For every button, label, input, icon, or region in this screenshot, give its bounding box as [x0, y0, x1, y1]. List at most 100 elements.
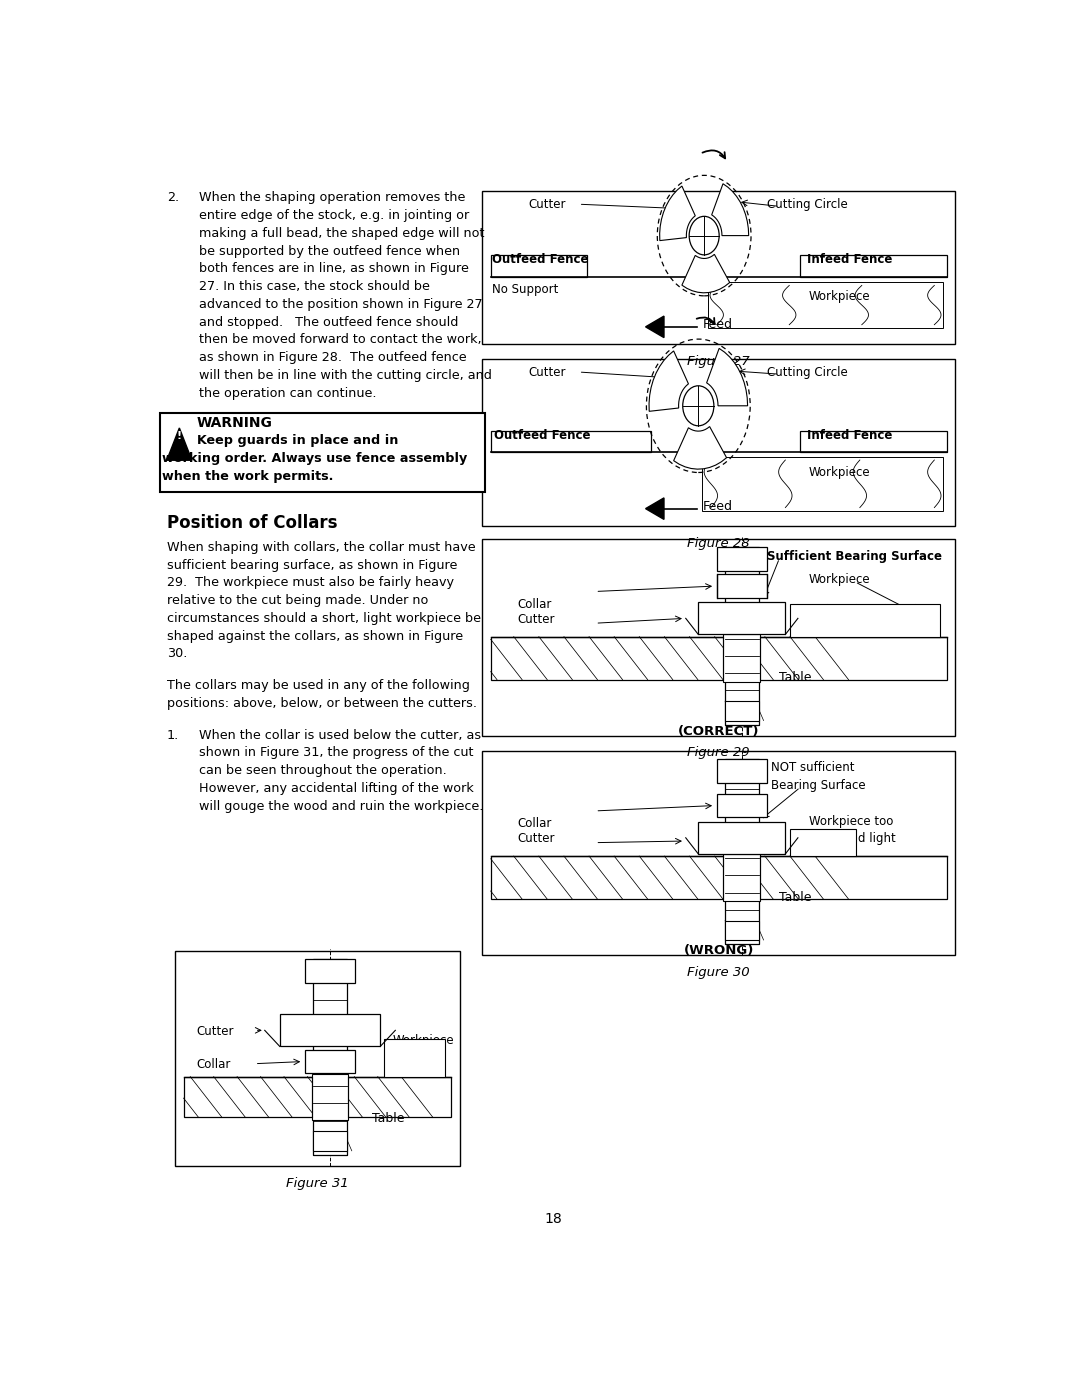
- Text: Table: Table: [780, 890, 812, 904]
- Text: 29.  The workpiece must also be fairly heavy: 29. The workpiece must also be fairly he…: [166, 577, 454, 590]
- Text: Feed: Feed: [702, 319, 732, 331]
- Bar: [312, 1074, 349, 1119]
- Text: Outfeed Fence: Outfeed Fence: [494, 429, 591, 441]
- Text: Cutting Circle: Cutting Circle: [767, 198, 848, 211]
- Text: 2.: 2.: [166, 191, 179, 204]
- Text: positions: above, below, or between the cutters.: positions: above, below, or between the …: [166, 697, 476, 710]
- Bar: [160, 414, 485, 493]
- Text: will then be in line with the cutting circle, and: will then be in line with the cutting ci…: [199, 369, 491, 381]
- Text: When the shaping operation removes the: When the shaping operation removes the: [199, 191, 465, 204]
- Text: will gouge the wood and ruin the workpiece.: will gouge the wood and ruin the workpie…: [199, 799, 483, 813]
- Bar: [724, 854, 760, 901]
- Bar: [725, 548, 758, 725]
- Bar: [313, 1132, 347, 1151]
- Text: 1.: 1.: [166, 729, 179, 742]
- Bar: [483, 191, 956, 344]
- Text: Cutter: Cutter: [517, 613, 555, 626]
- Text: shaped against the collars, as shown in Figure: shaped against the collars, as shown in …: [166, 630, 463, 643]
- Text: WARNING: WARNING: [197, 416, 273, 430]
- Text: Workpiece too: Workpiece too: [809, 816, 893, 828]
- Text: both fences are in line, as shown in Figure: both fences are in line, as shown in Fig…: [199, 263, 469, 275]
- Bar: [483, 539, 956, 736]
- Text: (CORRECT): (CORRECT): [678, 725, 759, 738]
- Text: relative to the cut being made. Under no: relative to the cut being made. Under no: [166, 594, 428, 608]
- Text: Figure 27: Figure 27: [688, 355, 751, 367]
- Bar: [717, 574, 767, 598]
- Text: Infeed Fence: Infeed Fence: [807, 429, 892, 441]
- Text: 30.: 30.: [166, 647, 187, 661]
- Text: Workpiece: Workpiece: [809, 573, 870, 587]
- Text: Infeed Fence: Infeed Fence: [807, 253, 892, 267]
- Bar: [175, 951, 460, 1166]
- Bar: [725, 921, 758, 940]
- Bar: [490, 856, 947, 900]
- Text: Cutter: Cutter: [517, 833, 555, 845]
- Text: advanced to the position shown in Figure 27: advanced to the position shown in Figure…: [199, 298, 483, 310]
- Text: as shown in Figure 28.  The outfeed fence: as shown in Figure 28. The outfeed fence: [199, 351, 467, 365]
- Polygon shape: [166, 427, 192, 460]
- Polygon shape: [646, 497, 664, 520]
- Bar: [384, 1039, 445, 1077]
- Text: Figure 28: Figure 28: [688, 536, 751, 549]
- Text: Cutter: Cutter: [528, 366, 566, 379]
- Bar: [800, 256, 947, 277]
- Bar: [800, 430, 947, 453]
- Text: NOT sufficient: NOT sufficient: [771, 761, 854, 774]
- Text: Collar: Collar: [517, 817, 552, 830]
- Bar: [699, 602, 785, 634]
- Bar: [717, 548, 767, 571]
- Text: !: !: [177, 432, 181, 441]
- Bar: [725, 701, 758, 721]
- Bar: [708, 282, 943, 328]
- Polygon shape: [660, 186, 696, 240]
- Bar: [305, 1049, 355, 1073]
- Text: Feed: Feed: [702, 500, 732, 513]
- Polygon shape: [681, 254, 730, 293]
- Text: Sufficient Bearing Surface: Sufficient Bearing Surface: [767, 549, 942, 563]
- Text: 27. In this case, the stock should be: 27. In this case, the stock should be: [199, 279, 430, 293]
- Bar: [725, 760, 758, 944]
- Text: 18: 18: [544, 1213, 563, 1227]
- Text: the operation can continue.: the operation can continue.: [199, 387, 376, 400]
- Polygon shape: [706, 348, 747, 405]
- Bar: [717, 760, 767, 782]
- Bar: [490, 256, 588, 277]
- Text: short and light: short and light: [809, 833, 895, 845]
- Bar: [789, 830, 856, 856]
- Bar: [313, 960, 347, 1155]
- Text: can be seen throughout the operation.: can be seen throughout the operation.: [199, 764, 446, 777]
- Bar: [789, 605, 941, 637]
- Text: Figure 29: Figure 29: [688, 746, 751, 760]
- Text: Collar: Collar: [197, 1059, 230, 1071]
- Text: shown in Figure 31, the progress of the cut: shown in Figure 31, the progress of the …: [199, 746, 473, 760]
- Text: Workpiece: Workpiece: [809, 289, 870, 303]
- Text: when the work permits.: when the work permits.: [162, 469, 333, 483]
- Text: The collars may be used in any of the following: The collars may be used in any of the fo…: [166, 679, 470, 692]
- Text: Cutter: Cutter: [528, 198, 566, 211]
- Bar: [702, 457, 943, 511]
- Bar: [483, 750, 956, 956]
- Text: When the collar is used below the cutter, as: When the collar is used below the cutter…: [199, 729, 481, 742]
- Text: working order. Always use fence assembly: working order. Always use fence assembly: [162, 451, 467, 465]
- Bar: [184, 1077, 451, 1118]
- Text: Table: Table: [780, 671, 812, 685]
- Bar: [490, 430, 651, 453]
- Text: However, any accidental lifting of the work: However, any accidental lifting of the w…: [199, 782, 473, 795]
- Text: Position of Collars: Position of Collars: [166, 514, 337, 532]
- Bar: [699, 821, 785, 854]
- Polygon shape: [646, 316, 664, 338]
- Text: Workpiece: Workpiece: [393, 1034, 455, 1046]
- Text: Outfeed Fence: Outfeed Fence: [492, 253, 589, 267]
- Text: (WRONG): (WRONG): [684, 944, 754, 957]
- Polygon shape: [674, 426, 727, 469]
- Bar: [483, 359, 956, 525]
- Text: then be moved forward to contact the work,: then be moved forward to contact the wor…: [199, 334, 482, 346]
- Circle shape: [683, 386, 714, 426]
- Text: Workpiece: Workpiece: [809, 467, 870, 479]
- Bar: [724, 634, 760, 682]
- Text: Figure 31: Figure 31: [286, 1176, 349, 1190]
- Text: When shaping with collars, the collar must have: When shaping with collars, the collar mu…: [166, 541, 475, 553]
- Bar: [305, 960, 355, 983]
- Text: be supported by the outfeed fence when: be supported by the outfeed fence when: [199, 244, 460, 257]
- Text: Cutter: Cutter: [197, 1025, 233, 1038]
